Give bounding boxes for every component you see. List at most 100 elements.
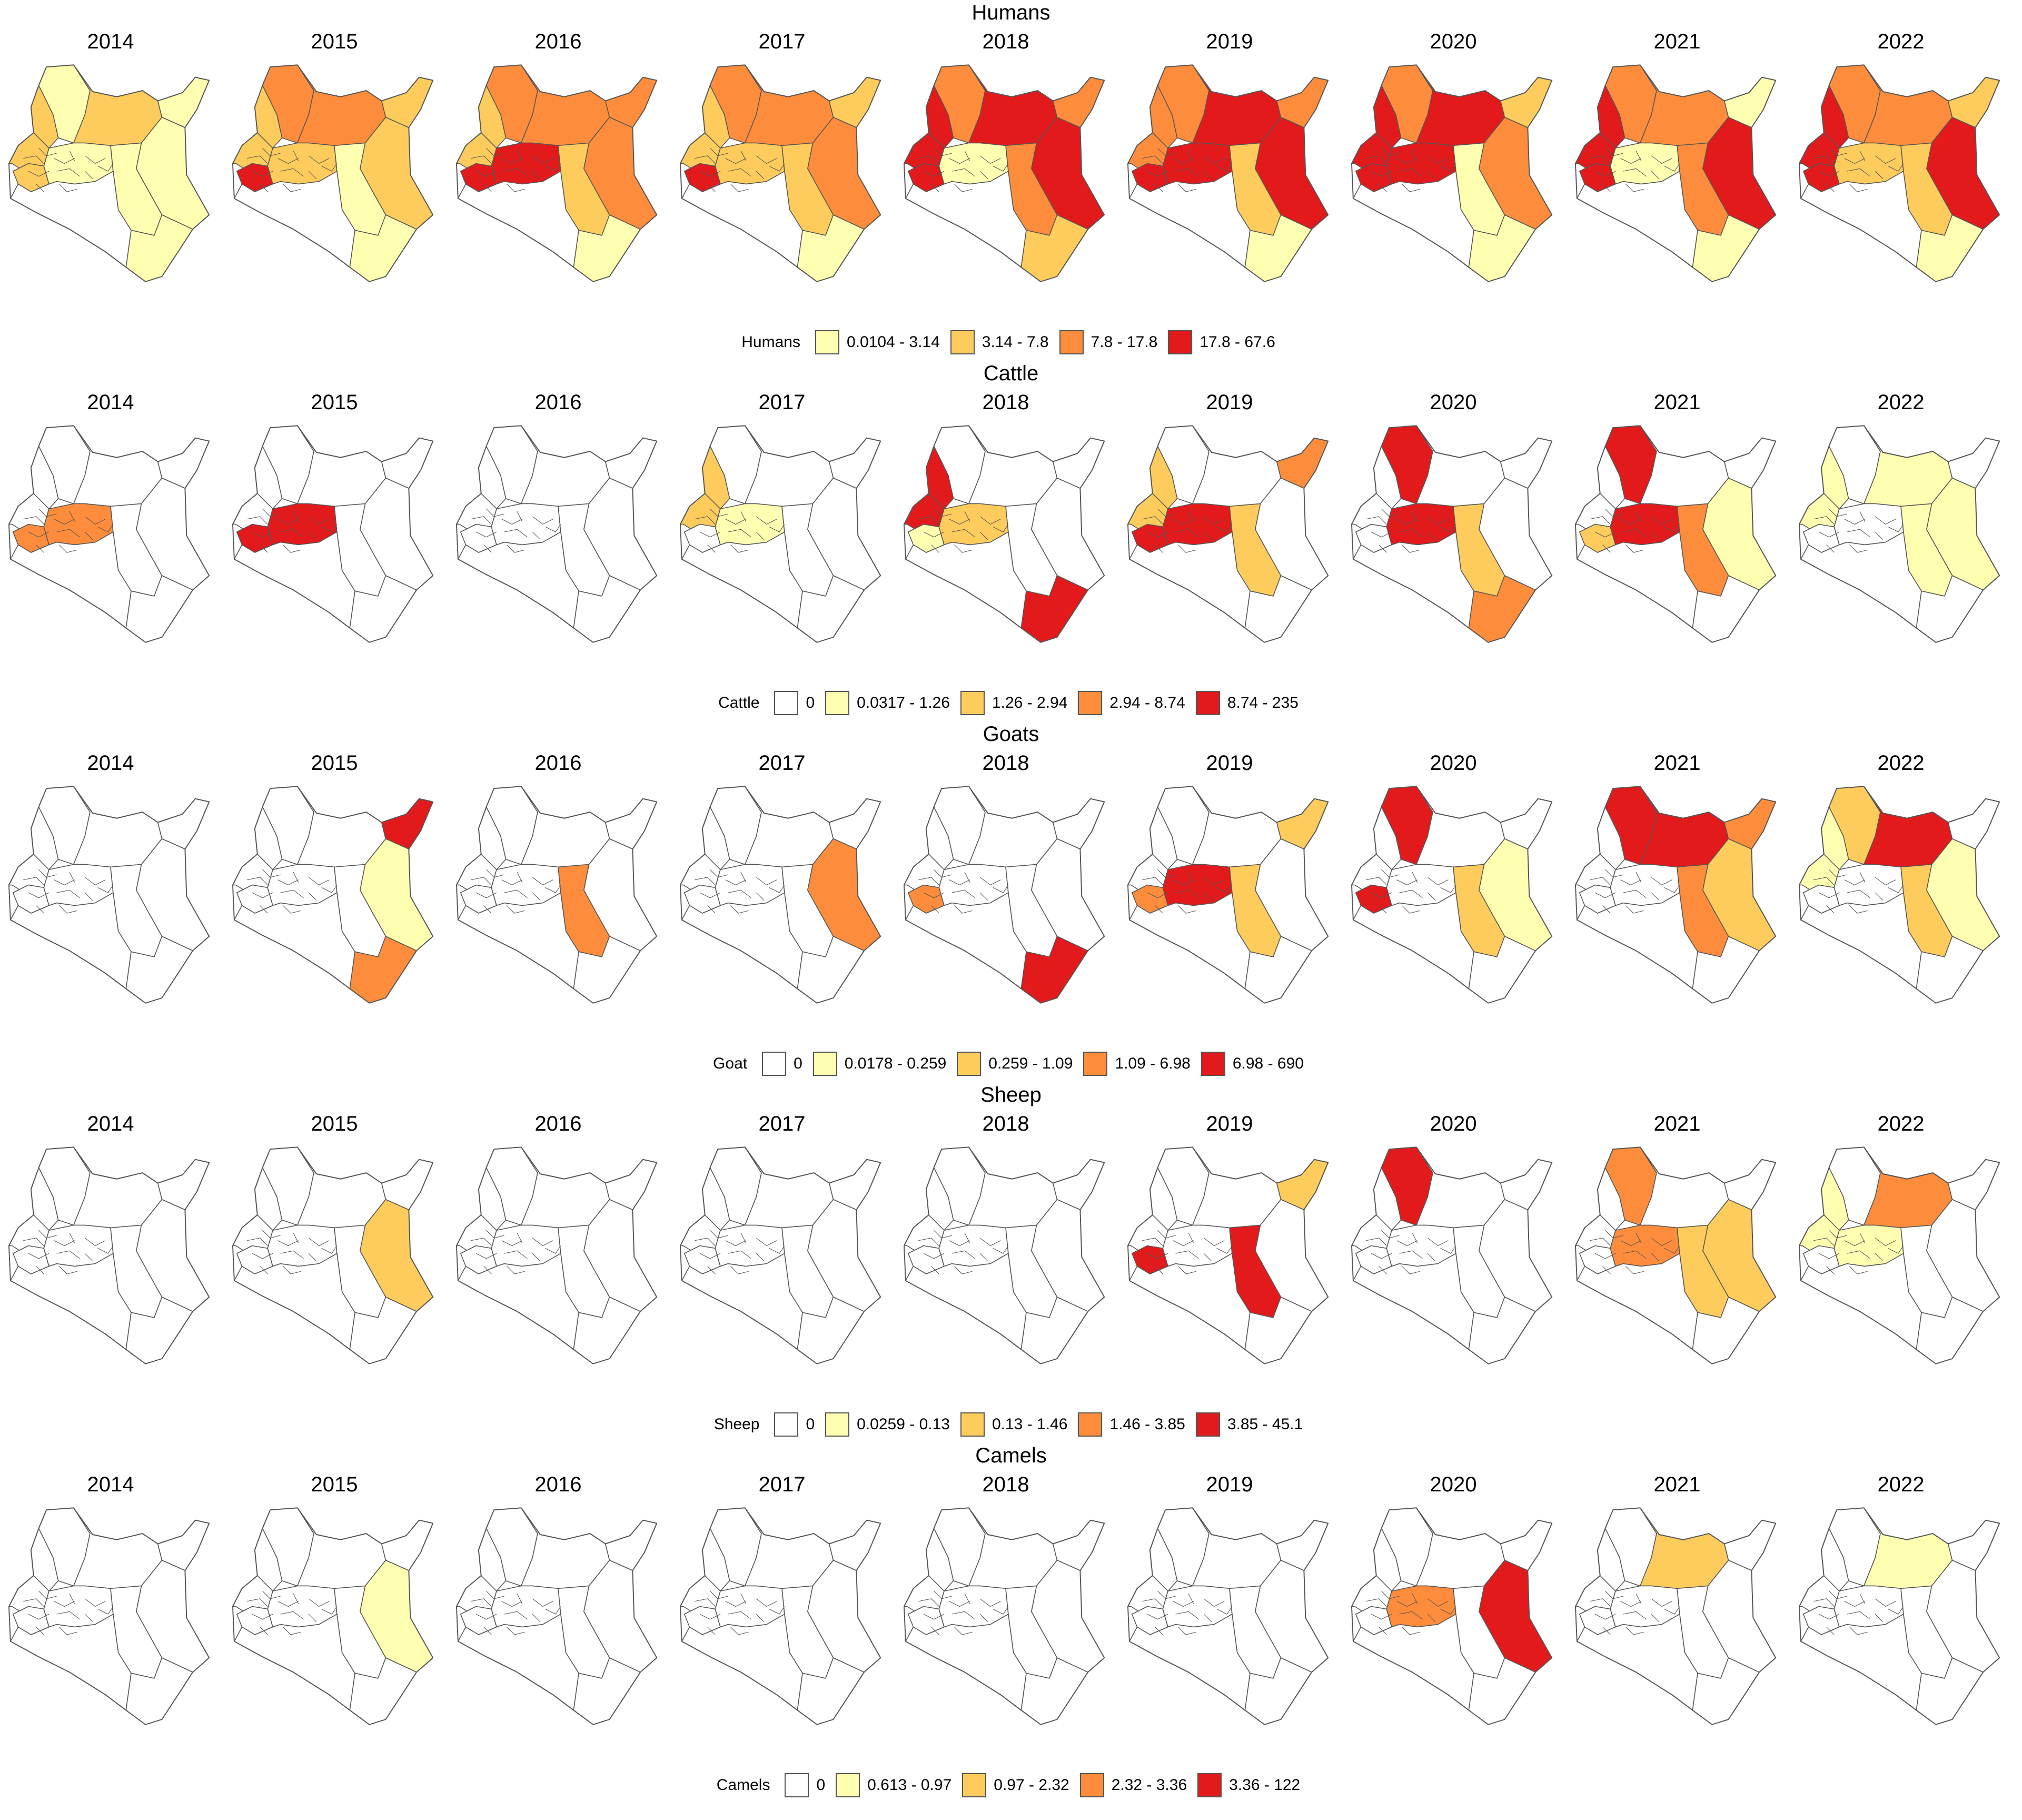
subcounty-border	[707, 1627, 716, 1635]
legend-item: 0.97 - 2.32	[962, 1773, 1069, 1797]
subcounty-border	[1399, 168, 1423, 177]
legend-sheep: Sheep 0 0.0259 - 0.13 0.13 - 1.46 1.46 - 3.8…	[0, 1409, 2022, 1440]
kenya-map-goats-2022	[1798, 786, 2000, 1004]
kenya-map-cattle-2016	[455, 425, 658, 643]
subcounty-border	[1427, 1253, 1436, 1262]
subcounty-border	[1620, 1240, 1641, 1247]
subcounty-border	[1844, 879, 1865, 886]
subcounty-border	[283, 905, 301, 914]
year-label: 2016	[534, 391, 582, 414]
year-label: 2019	[1206, 1473, 1253, 1496]
subcounty-border	[993, 1245, 1009, 1254]
subcounty-border	[483, 1627, 492, 1635]
subcounty-border	[1399, 529, 1423, 538]
subcounty-border	[1379, 1266, 1387, 1274]
subcounty-border	[740, 1593, 747, 1604]
country-outline	[679, 786, 881, 1004]
subcounty-border	[501, 879, 522, 886]
subcounty-border	[1623, 529, 1647, 538]
year-label: 2020	[1430, 30, 1477, 53]
subcounty-border	[277, 879, 299, 886]
subcounty-border	[725, 1240, 746, 1247]
subcounty-border	[769, 524, 785, 532]
subcounty-border	[1427, 877, 1449, 886]
subcounty-border	[28, 171, 49, 177]
legend-label: 3.85 - 45.1	[1227, 1416, 1303, 1433]
subcounty-border	[740, 1232, 747, 1243]
subcounty-border	[97, 1245, 114, 1254]
legend-label: 6.98 - 690	[1232, 1055, 1304, 1072]
country-outline	[1798, 64, 2000, 282]
subcounty-border	[1203, 1253, 1212, 1262]
year-label: 2020	[1430, 391, 1477, 414]
panel-title-camels: Camels	[975, 1444, 1047, 1467]
country-outline	[1574, 425, 1777, 643]
subcounty-border	[1216, 163, 1233, 172]
subcounty-border	[262, 508, 281, 517]
subcounty-border	[1849, 545, 1868, 553]
country-outline	[679, 64, 881, 282]
subcounty-border	[1875, 1238, 1896, 1247]
subcounty-border	[483, 905, 492, 914]
panel-title-humans: Humans	[972, 1, 1050, 24]
subcounty-border	[725, 158, 746, 164]
subcounty-border	[1366, 155, 1387, 164]
subcounty-border	[321, 524, 338, 532]
subcounty-border	[1875, 155, 1896, 164]
subcounty-border	[262, 147, 281, 156]
year-label: 2022	[1877, 391, 1925, 414]
legend-swatch	[825, 691, 850, 715]
year-label: 2017	[758, 1112, 806, 1135]
subcounty-border	[252, 1614, 273, 1620]
subcounty-border	[769, 885, 785, 893]
subcounty-border	[59, 1266, 77, 1274]
subcounty-border	[1440, 163, 1456, 172]
subcounty-border	[1829, 1230, 1847, 1239]
subcounty-border	[308, 892, 317, 901]
subcounty-border	[247, 1238, 268, 1246]
kenya-map-cattle-2019	[1127, 425, 1329, 643]
subcounty-border	[1829, 508, 1847, 517]
subcounty-border	[38, 1590, 57, 1599]
subcounty-border	[293, 872, 299, 883]
subcounty-border	[84, 877, 106, 886]
year-label: 2018	[982, 1473, 1029, 1496]
subcounty-border	[979, 516, 1001, 525]
subcounty-border	[725, 1601, 746, 1607]
subcounty-border	[517, 150, 523, 161]
kenya-map-cattle-2021	[1574, 425, 1777, 643]
kenya-map-cattle-2018	[903, 425, 1105, 643]
subcounty-border	[1829, 869, 1847, 878]
subcounty-border	[1427, 1598, 1449, 1607]
country-outline	[1127, 786, 1329, 1004]
subcounty-border	[1651, 155, 1672, 164]
subcounty-border	[1818, 1614, 1840, 1620]
subcounty-border	[1396, 879, 1418, 886]
subcounty-border	[1605, 1230, 1623, 1239]
subcounty-border	[56, 889, 80, 898]
country-outline	[679, 1507, 881, 1725]
subcounty-border	[84, 171, 93, 180]
subcounty-border	[1875, 1253, 1884, 1262]
subcounty-border	[501, 1601, 522, 1607]
subcounty-border	[1178, 1627, 1196, 1635]
subcounty-border	[308, 155, 330, 164]
subcounty-border	[1888, 885, 1904, 893]
subcounty-border	[979, 1238, 1001, 1247]
subcounty-border	[471, 1238, 492, 1246]
legend-label: 0.13 - 1.46	[992, 1416, 1068, 1433]
subcounty-border	[1188, 1593, 1194, 1604]
subcounty-border	[923, 531, 945, 538]
subcounty-border	[707, 184, 716, 192]
legend-swatch	[957, 1052, 982, 1076]
subcounty-border	[695, 516, 716, 525]
subcounty-border	[1590, 1238, 1611, 1246]
subcounty-border	[1178, 545, 1196, 553]
subcounty-border	[964, 1593, 970, 1604]
kenya-map-humans-2021	[1574, 64, 1777, 282]
subcounty-border	[1175, 168, 1199, 177]
subcounty-border	[1399, 1250, 1423, 1259]
subcounty-border	[993, 524, 1009, 532]
subcounty-border	[1142, 1598, 1163, 1607]
